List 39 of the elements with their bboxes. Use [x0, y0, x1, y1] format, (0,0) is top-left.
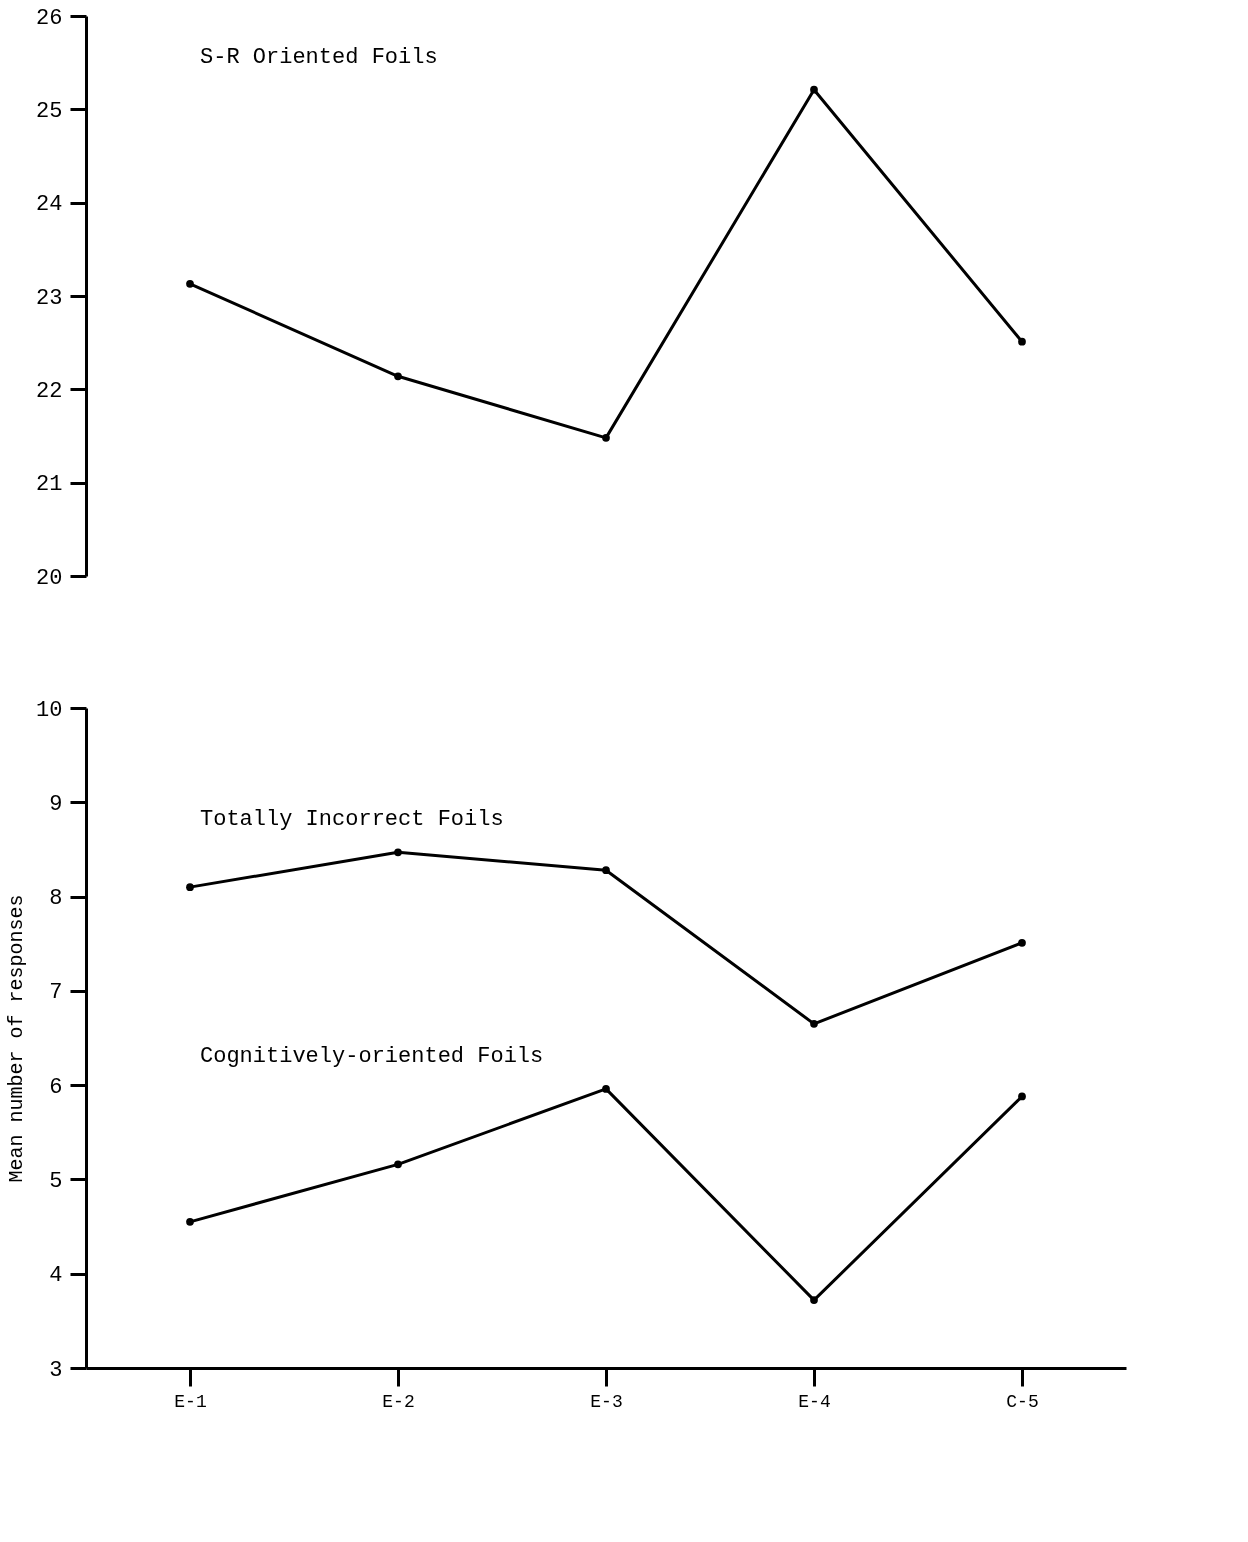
- x-tick-label: E-3: [590, 1391, 623, 1412]
- y-tick-label: 25: [36, 98, 63, 124]
- point: [810, 85, 818, 94]
- x-tick-label: E-1: [174, 1391, 207, 1412]
- point: [1018, 1092, 1026, 1101]
- point: [394, 1160, 402, 1169]
- point: [602, 866, 610, 875]
- point: [394, 848, 402, 857]
- point: [186, 883, 194, 892]
- y-tick-label: 20: [36, 565, 63, 591]
- y-tick-label: 3: [49, 1357, 63, 1383]
- y-tick-label: 24: [36, 192, 63, 218]
- x-tick-label: C-5: [1006, 1391, 1039, 1412]
- y-tick-label: 7: [49, 980, 63, 1006]
- y-axis-title: Mean number of responses: [5, 894, 29, 1183]
- y-tick-label: 9: [49, 791, 63, 817]
- point: [810, 1019, 818, 1028]
- point: [186, 1217, 194, 1226]
- y-tick-label: 6: [49, 1074, 63, 1100]
- point: [810, 1296, 818, 1304]
- series-label: Cognitively-oriented Foils: [200, 1043, 544, 1069]
- y-tick-label: 4: [49, 1263, 63, 1289]
- y-tick-label: 5: [49, 1168, 63, 1194]
- y-tick-label: 26: [36, 5, 63, 31]
- point: [186, 280, 194, 288]
- y-tick-label: 10: [36, 697, 63, 723]
- y-tick-label: 8: [49, 886, 63, 912]
- text: S-R Oriented Foils: [200, 44, 438, 70]
- y-tick-label: 23: [36, 285, 63, 311]
- point: [602, 1085, 610, 1093]
- point: [1018, 337, 1026, 346]
- point: [602, 434, 610, 442]
- y-tick-label: 22: [36, 378, 63, 404]
- point: [1018, 938, 1026, 947]
- y-tick-label: 21: [36, 472, 63, 498]
- point: [394, 372, 402, 381]
- series-label: Totally Incorrect Foils: [200, 807, 504, 833]
- x-tick-label: E-2: [382, 1391, 415, 1412]
- x-tick-label: E-4: [798, 1391, 831, 1412]
